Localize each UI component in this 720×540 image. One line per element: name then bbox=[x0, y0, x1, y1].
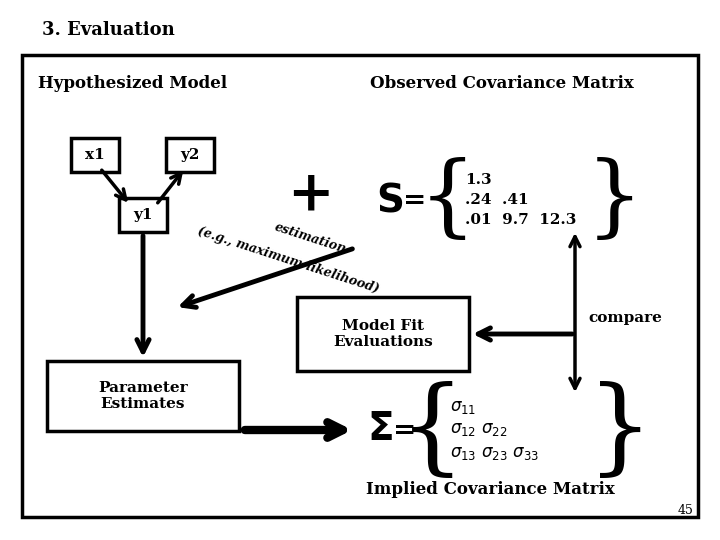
Text: compare: compare bbox=[588, 311, 662, 325]
FancyBboxPatch shape bbox=[71, 138, 119, 172]
Text: $\mathit{\sigma}_{13}\ \mathit{\sigma}_{23}\ \mathit{\sigma}_{33}$: $\mathit{\sigma}_{13}\ \mathit{\sigma}_{… bbox=[450, 444, 539, 462]
Text: +: + bbox=[287, 167, 333, 222]
Text: .01  9.7  12.3: .01 9.7 12.3 bbox=[465, 213, 577, 227]
Text: $\mathbf{\Sigma}$: $\mathbf{\Sigma}$ bbox=[367, 411, 393, 449]
Text: $\mathbf{S}$: $\mathbf{S}$ bbox=[377, 181, 404, 219]
Text: $\mathit{\sigma}_{11}$: $\mathit{\sigma}_{11}$ bbox=[450, 400, 477, 416]
Text: 1.3: 1.3 bbox=[465, 173, 492, 187]
Text: .24  .41: .24 .41 bbox=[465, 193, 528, 207]
Text: $\mathit{\sigma}_{12}\ \mathit{\sigma}_{22}$: $\mathit{\sigma}_{12}\ \mathit{\sigma}_{… bbox=[450, 422, 508, 438]
Text: {: { bbox=[418, 156, 476, 244]
Text: y2: y2 bbox=[180, 148, 199, 162]
FancyBboxPatch shape bbox=[166, 138, 214, 172]
Text: estimation: estimation bbox=[272, 220, 348, 256]
Text: Hypothesized Model: Hypothesized Model bbox=[38, 75, 227, 92]
Text: 45: 45 bbox=[677, 503, 693, 516]
Text: {: { bbox=[399, 381, 465, 483]
FancyBboxPatch shape bbox=[22, 55, 698, 517]
Text: x1: x1 bbox=[85, 148, 105, 162]
Text: Parameter
Estimates: Parameter Estimates bbox=[98, 381, 188, 411]
FancyBboxPatch shape bbox=[47, 361, 239, 431]
Text: (e.g., maximum likelihood): (e.g., maximum likelihood) bbox=[196, 225, 380, 295]
Text: Observed Covariance Matrix: Observed Covariance Matrix bbox=[370, 75, 634, 92]
Text: =: = bbox=[403, 186, 427, 213]
Text: }: } bbox=[587, 381, 653, 483]
Text: Implied Covariance Matrix: Implied Covariance Matrix bbox=[366, 482, 614, 498]
FancyBboxPatch shape bbox=[119, 198, 167, 232]
Text: =: = bbox=[393, 416, 417, 443]
Text: }: } bbox=[585, 156, 643, 244]
FancyBboxPatch shape bbox=[297, 297, 469, 371]
Text: y1: y1 bbox=[133, 208, 153, 222]
Text: Model Fit
Evaluations: Model Fit Evaluations bbox=[333, 319, 433, 349]
Text: 3. Evaluation: 3. Evaluation bbox=[42, 21, 175, 39]
